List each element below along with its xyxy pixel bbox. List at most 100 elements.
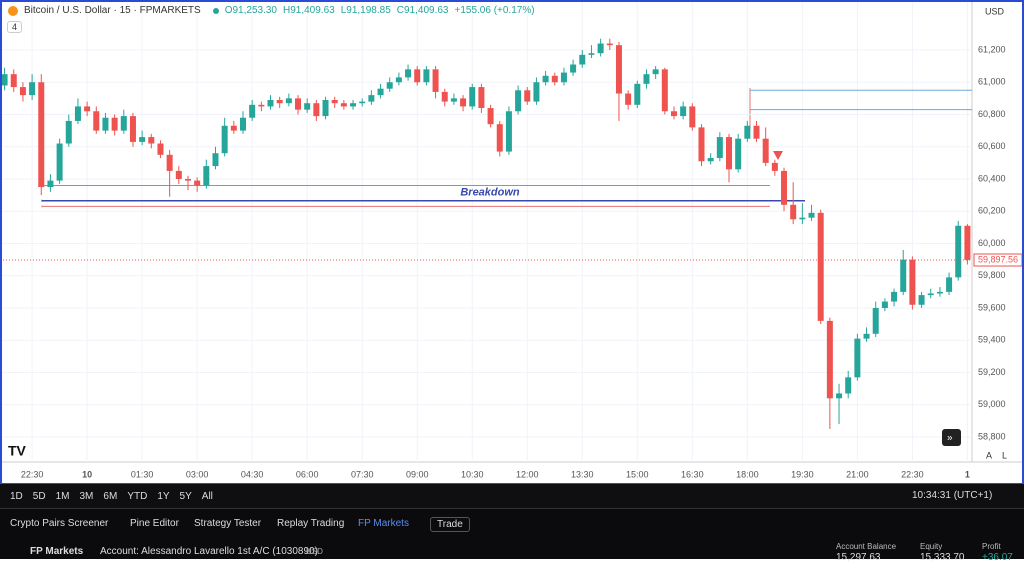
x-tick-label: 10:30 — [461, 469, 484, 479]
candle-body — [689, 106, 696, 128]
candle-body — [661, 69, 668, 112]
candle-body — [38, 82, 45, 188]
y-tick-label: 60,800 — [978, 109, 1006, 119]
candle-body — [515, 90, 522, 112]
range-button[interactable]: 5Y — [179, 490, 192, 502]
x-tick-label: 22:30 — [901, 469, 924, 479]
account[interactable]: Account: Alessandro Lavarello 1st A/C (1… — [100, 546, 318, 557]
candle-body — [900, 259, 907, 292]
candle-body — [826, 320, 833, 399]
candle-body — [368, 95, 375, 102]
candle-body — [964, 225, 971, 260]
candle-body — [350, 103, 357, 107]
candle-body — [808, 212, 815, 218]
candle-body — [680, 106, 687, 117]
candle-body — [936, 291, 943, 294]
candle-body — [744, 125, 751, 139]
x-tick-label: 07:30 — [351, 469, 374, 479]
candle-body — [625, 93, 632, 105]
candle-body — [331, 99, 338, 104]
coin-icon — [8, 5, 18, 16]
candle-body — [386, 82, 393, 89]
candle-body — [496, 124, 503, 152]
candle-body — [735, 138, 742, 170]
x-tick-label: 19:30 — [791, 469, 814, 479]
range-button[interactable]: All — [201, 490, 213, 502]
candle-body — [295, 98, 302, 110]
candle-body — [19, 87, 26, 96]
candle-body — [450, 98, 457, 102]
x-tick-label: 04:30 — [241, 469, 264, 479]
candle-body — [441, 91, 448, 102]
candle-body — [946, 277, 953, 292]
candle-body — [469, 87, 476, 107]
y-tick-label: 60,400 — [978, 173, 1006, 183]
scroll-button[interactable] — [942, 429, 961, 446]
ohlc-low: L91,198.85 — [340, 5, 391, 16]
candle-body — [267, 99, 274, 107]
candle-body — [74, 106, 81, 121]
y-tick-label: 59,800 — [978, 270, 1006, 280]
candle-body — [955, 225, 962, 278]
panel-tab[interactable]: Crypto Pairs Screener — [10, 518, 109, 529]
clock: 10:34:31 (UTC+1) — [912, 490, 993, 501]
symbol[interactable]: Bitcoin / U.S. Dollar · 15 · FPMARKETS — [24, 5, 201, 16]
panel-tab[interactable]: Pine Editor — [130, 518, 179, 529]
candle-body — [854, 338, 861, 378]
candle-body — [276, 99, 283, 104]
x-tick-label: 01:30 — [131, 469, 154, 479]
candle-body — [432, 69, 439, 92]
range-button[interactable]: YTD — [127, 490, 148, 502]
range-button[interactable]: 1M — [55, 490, 70, 502]
candle-body — [707, 158, 714, 162]
candle-body — [652, 69, 659, 75]
candle-body — [615, 45, 622, 94]
candle-body — [524, 90, 531, 102]
candle-body — [881, 301, 888, 308]
candle-body — [84, 106, 91, 112]
y-tick-label: 58,800 — [978, 431, 1006, 441]
candle-body — [478, 87, 485, 109]
axis-button[interactable]: A — [986, 450, 992, 460]
currency[interactable]: USD — [985, 6, 1005, 16]
candle-body — [93, 111, 100, 131]
level-label: Breakdown — [460, 187, 520, 199]
candle-body — [643, 74, 650, 84]
panel-tab[interactable]: Replay Trading — [277, 518, 345, 529]
candle-body — [249, 104, 256, 118]
y-tick-label: 59,200 — [978, 367, 1006, 377]
x-tick-label: 1 — [965, 469, 970, 479]
candle-body — [698, 127, 705, 162]
x-tick-label: 09:00 — [406, 469, 429, 479]
candle-body — [102, 117, 109, 131]
broker[interactable]: FP Markets — [30, 546, 84, 557]
panel-tab[interactable]: Strategy Tester — [194, 518, 262, 529]
x-tick-label: 03:00 — [186, 469, 209, 479]
axis-button[interactable]: L — [1002, 450, 1007, 460]
candle-body — [579, 54, 586, 65]
indicator-toggle[interactable]: 4 — [7, 21, 23, 33]
candle-body — [212, 153, 219, 167]
candle-body — [184, 178, 191, 181]
range-button[interactable]: 1Y — [157, 490, 170, 502]
candle-body — [927, 293, 934, 296]
chart-frame — [0, 0, 1024, 485]
y-tick-label: 60,200 — [978, 206, 1006, 216]
legend: Bitcoin / U.S. Dollar · 15 · FPMARKETS O… — [8, 5, 535, 16]
candle-body — [157, 143, 164, 155]
x-tick-label: 10 — [82, 469, 92, 479]
range-button[interactable]: 5D — [32, 490, 46, 502]
range-button[interactable]: 3M — [79, 490, 94, 502]
range-button[interactable]: 1D — [10, 490, 23, 502]
candle-body — [487, 108, 494, 125]
y-tick-label: 60,000 — [978, 238, 1006, 248]
bottom-panel: Crypto Pairs Screener Pine Editor Strategy… — [0, 508, 1024, 563]
candle-body — [10, 74, 17, 88]
candle-body — [47, 180, 54, 188]
panel-tab[interactable]: Trade — [430, 517, 470, 532]
panel-tab[interactable]: FP Markets — [358, 518, 409, 529]
candle-body — [1, 74, 8, 86]
range-button[interactable]: 6M — [103, 490, 118, 502]
candle-body — [304, 103, 311, 110]
candle-body — [597, 43, 604, 54]
